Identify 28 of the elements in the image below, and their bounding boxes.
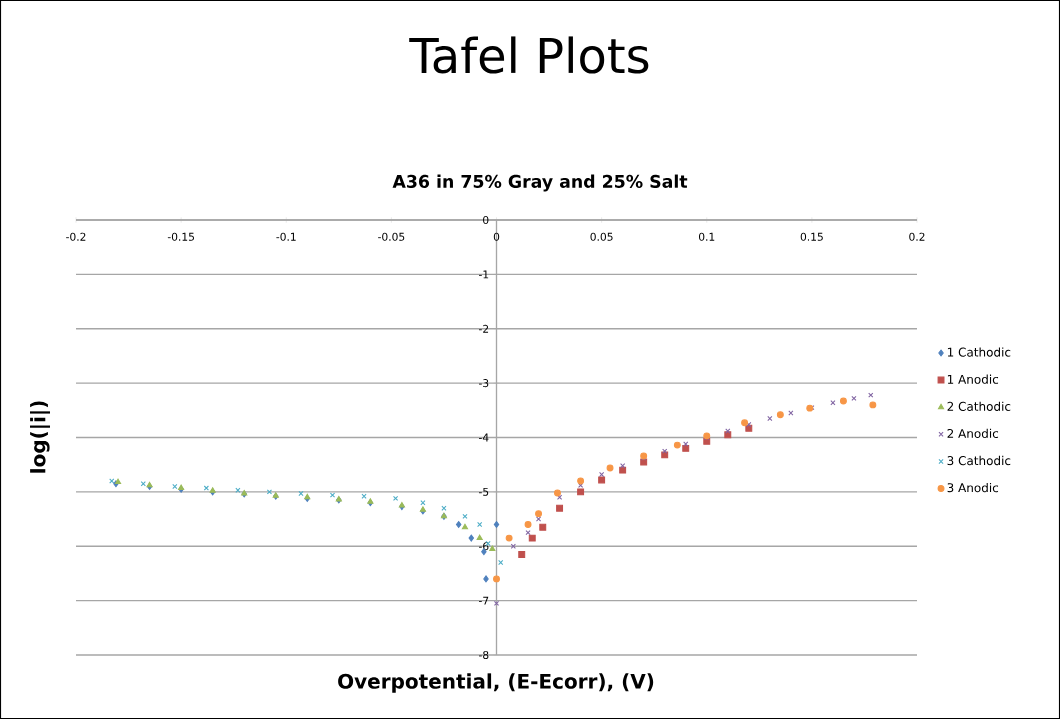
y-tick-label: 0 [483, 215, 489, 225]
chart-subtitle: A36 in 75% Gray and 25% Salt [392, 174, 688, 192]
y-tick-label: -2 [479, 324, 489, 333]
x-axis-title: Overpotential, (E-Ecorr), (V) [338, 673, 654, 693]
x-tick-label: -0.2 [66, 232, 86, 241]
y-tick-label: -6 [479, 542, 489, 551]
legend-label: 1 Cathodic [947, 347, 1011, 357]
x-tick-label: -0.05 [378, 232, 405, 241]
x-tick-label: 0.1 [698, 232, 715, 241]
y-tick-label: -4 [479, 433, 489, 442]
x-tick-label: 0.2 [909, 232, 925, 241]
y-tick-label: -1 [479, 270, 489, 279]
legend-label: 2 Cathodic [947, 401, 1011, 411]
legend-label: 3 Anodic [947, 482, 999, 493]
y-tick-label: -5 [479, 487, 489, 496]
x-tick-label: 0.15 [800, 232, 823, 241]
legend-label: 3 Cathodic [947, 455, 1011, 466]
x-tick-label: -0.15 [167, 232, 194, 241]
x-tick-label: -0.1 [276, 232, 296, 241]
x-tick-label: 0.05 [590, 232, 613, 241]
y-tick-label: -8 [479, 650, 489, 660]
legend-label: 2 Anodic [947, 428, 999, 439]
y-tick-label: -7 [479, 596, 489, 605]
x-tick-label: 0 [493, 232, 500, 241]
y-axis-title: log(|i|) [30, 401, 50, 473]
legend-label: 1 Anodic [947, 374, 999, 384]
chart-title: Tafel Plots [409, 36, 649, 74]
y-tick-label: -3 [479, 379, 489, 388]
